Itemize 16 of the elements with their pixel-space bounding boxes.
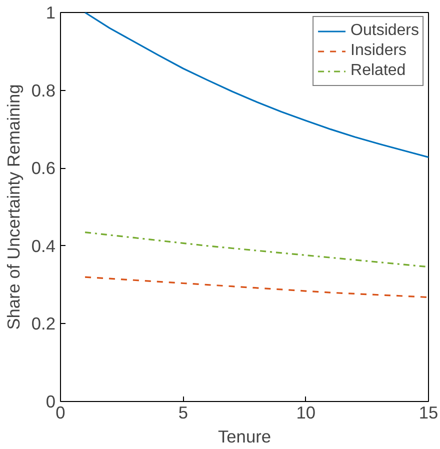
- y-tick-label: 0.6: [31, 158, 56, 178]
- legend-label: Insiders: [350, 42, 407, 60]
- y-tick-label: 0.8: [31, 80, 56, 100]
- x-tick-label: 15: [418, 402, 438, 422]
- legend-label: Related: [350, 62, 406, 80]
- x-tick-label: 5: [178, 402, 188, 422]
- x-tick-label: 10: [296, 402, 316, 422]
- legend-label: Outsiders: [350, 22, 419, 40]
- y-tick-label: 0.4: [31, 236, 56, 256]
- line-series: [84, 276, 428, 298]
- x-axis-title: Tenure: [218, 426, 271, 446]
- line-series: [84, 231, 428, 268]
- line-series: [84, 12, 428, 158]
- y-axis-title: Share of Uncertainty Remaining: [3, 84, 24, 330]
- y-tick-label: 1: [46, 2, 56, 22]
- y-tick-label: 0.2: [31, 314, 56, 334]
